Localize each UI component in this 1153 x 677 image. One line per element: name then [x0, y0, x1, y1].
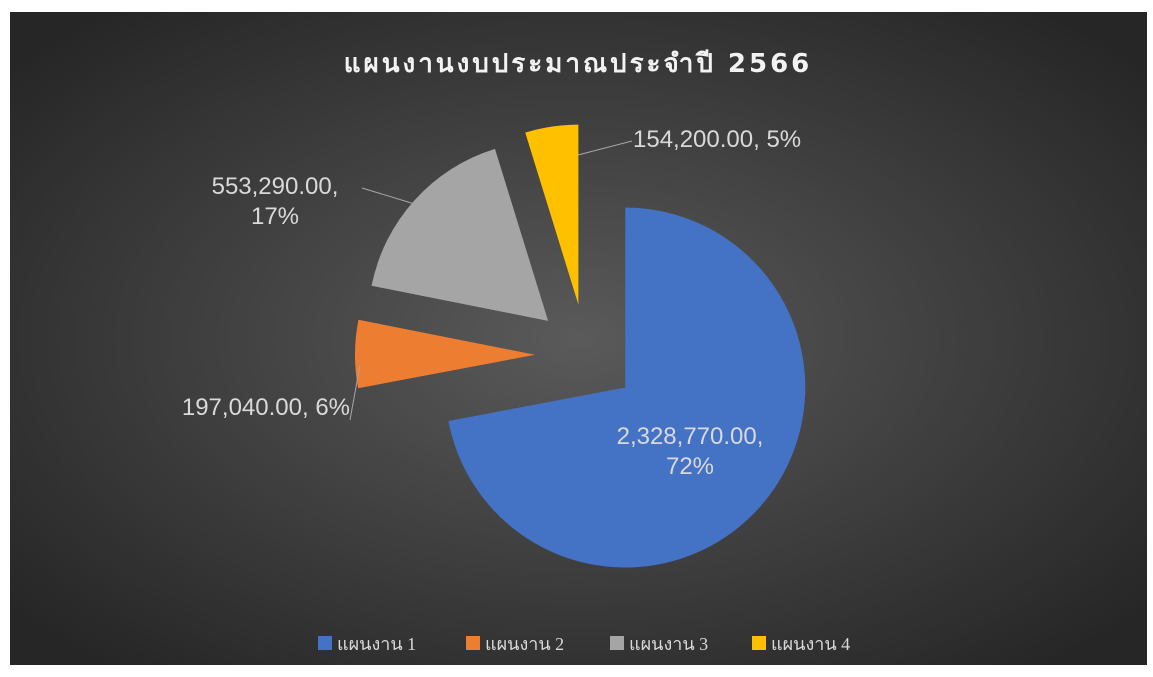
data-label: 2,328,770.00, 72%	[616, 423, 764, 480]
legend-swatch	[466, 636, 480, 650]
leader-line	[577, 140, 633, 156]
pie-slice	[355, 319, 536, 389]
legend-item: แผนงาน 4	[752, 632, 850, 654]
leader-line	[361, 187, 419, 206]
legend-swatch	[752, 636, 766, 650]
legend-item: แผนงาน 3	[610, 632, 708, 654]
data-label: 154,200.00, 5%	[633, 126, 802, 153]
data-label: 553,290.00, 17%	[211, 173, 339, 230]
legend-label: แผนงาน 2	[485, 633, 565, 654]
legend-label: แผนงาน 3	[629, 633, 709, 654]
pie-slice	[371, 148, 549, 321]
legend-item: แผนงาน 2	[466, 632, 564, 654]
pie-slice	[448, 207, 806, 568]
chart-title: แผนงานงบประมาณประจำปี 2566	[344, 49, 813, 79]
legend-label: แผนงาน 4	[771, 633, 851, 654]
legend-item: แผนงาน 1	[318, 632, 416, 654]
legend-swatch	[610, 636, 624, 650]
data-label: 197,040.00, 6%	[181, 394, 350, 421]
chart-background	[10, 12, 1147, 665]
legend-swatch	[318, 636, 332, 650]
leader-line	[349, 364, 361, 421]
legend-label: แผนงาน 1	[337, 633, 417, 654]
pie-slice	[525, 124, 579, 305]
